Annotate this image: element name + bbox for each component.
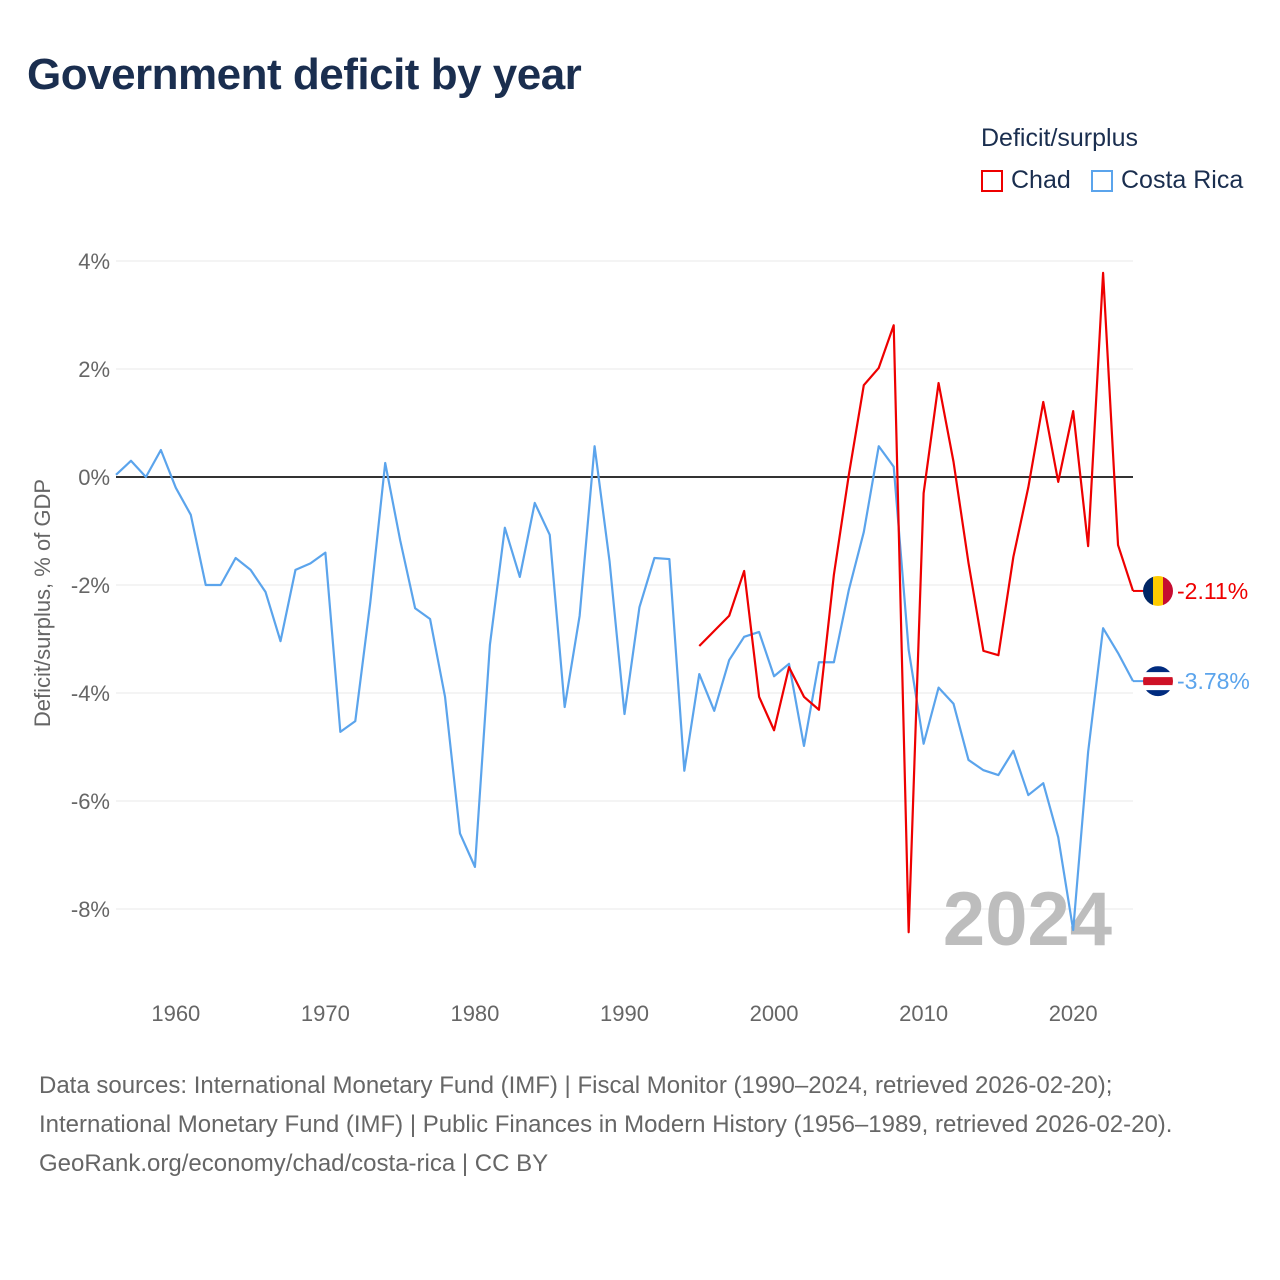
y-tick-label: -2% <box>71 573 110 598</box>
y-tick-label: 4% <box>78 249 110 274</box>
flag-stripe <box>1143 685 1173 691</box>
flag-stripes <box>1143 575 1173 606</box>
flag-stripes <box>1143 666 1173 697</box>
y-tick-label: 0% <box>78 465 110 490</box>
year-watermark: 2024 <box>943 877 1112 962</box>
end-value-label: -2.11% <box>1177 578 1248 604</box>
flag-stripe <box>1143 672 1173 678</box>
x-tick-label: 1980 <box>450 1001 499 1026</box>
chad-flag-icon <box>1143 575 1173 606</box>
chart-title: Government deficit by year <box>27 50 582 99</box>
end-value-label: -3.78% <box>1177 668 1250 694</box>
costa-rica-flag-icon <box>1143 666 1173 697</box>
y-tick-label: -8% <box>71 897 110 922</box>
legend-swatch-chad <box>981 169 1003 192</box>
x-tick-label: 1990 <box>600 1001 649 1026</box>
flag-stripe <box>1153 575 1164 606</box>
y-tick-label: -4% <box>71 681 110 706</box>
x-tick-label: 1970 <box>301 1001 350 1026</box>
y-tick-label: -6% <box>71 789 110 814</box>
footer: Data sources: International Monetary Fun… <box>39 1066 1239 1183</box>
flag-stripe <box>1163 575 1173 606</box>
legend-item-costa-rica[interactable]: Costa Rica <box>1091 166 1243 195</box>
y-axis-label: Deficit/surplus, % of GDP <box>30 479 55 727</box>
data-sources: Data sources: International Monetary Fun… <box>39 1072 1173 1138</box>
credit-link[interactable]: GeoRank.org/economy/chad/costa-rica | CC… <box>39 1150 549 1177</box>
legend-swatch-costa-rica <box>1091 169 1113 192</box>
series-line-costa-rica <box>115 445 1134 932</box>
flag-stripe <box>1143 666 1173 673</box>
legend-label: Costa Rica <box>1121 166 1244 194</box>
flag-stripe <box>1143 575 1154 606</box>
x-tick-label: 2000 <box>750 1001 799 1026</box>
y-tick-label: 2% <box>78 357 110 382</box>
legend-title: Deficit/surplus <box>981 124 1138 152</box>
x-tick-label: 2010 <box>899 1001 948 1026</box>
x-tick-label: 2020 <box>1049 1001 1098 1026</box>
legend-label: Chad <box>1011 166 1071 194</box>
series-line-chad <box>698 271 1135 934</box>
flag-stripe <box>1143 690 1173 697</box>
legend-item-chad[interactable]: Chad <box>981 166 1071 195</box>
flag-stripe <box>1143 677 1173 686</box>
x-tick-label: 1960 <box>151 1001 200 1026</box>
